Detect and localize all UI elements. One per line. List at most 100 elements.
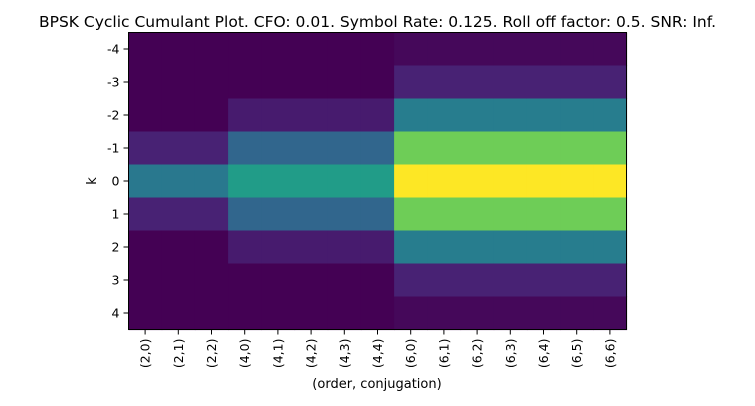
heatmap-cell [194,164,229,199]
heatmap-cell [427,263,462,298]
heatmap-cell [261,65,296,100]
heatmap-cell [161,296,196,331]
x-tick-label: (4,0) [237,339,252,369]
x-tick-label: (6,3) [503,339,518,369]
y-tick-label: -2 [107,108,119,123]
heatmap-cell [560,65,594,100]
heatmap-cell [593,65,628,100]
heatmap-cell [560,131,594,166]
heatmap-cell [593,98,628,133]
heatmap-cell [327,230,362,265]
y-tick-label: -3 [107,75,119,90]
heatmap-cell [493,164,528,199]
heatmap-cell [593,164,628,199]
heatmap-cell [427,164,462,199]
heatmap-cell [593,230,628,265]
x-tick-label: (4,2) [304,339,319,369]
x-axis-label: (order, conjugation) [312,377,441,392]
heatmap-cell [526,164,561,199]
heatmap-cell [194,296,229,331]
heatmap-cell [394,32,428,67]
heatmap-cell [161,32,196,67]
heatmap-cell [194,32,229,67]
heatmap-cell [493,131,528,166]
heatmap-cell [460,131,495,166]
heatmap-cell [327,263,362,298]
heatmap-cell [593,32,628,67]
heatmap-cell [161,65,196,100]
heatmap-cell [327,32,362,67]
heatmap-cell [128,131,163,166]
y-tick-label: 0 [112,174,120,189]
heatmap-cell [394,263,428,298]
x-tick-label: (6,4) [536,339,551,369]
heatmap-cell [394,230,428,265]
heatmap-cell [161,98,196,133]
heatmap-cell [261,98,296,133]
heatmap-cell [427,131,462,166]
heatmap-cell [194,131,229,166]
heatmap-cell [394,296,428,331]
heatmap-cell [327,98,362,133]
heatmap-cell [560,98,594,133]
heatmap-cell [161,131,196,166]
heatmap-cell [261,263,296,298]
heatmap-cell [228,197,262,232]
y-axis: -4 -3 -2 -1 0 1 2 3 4 [107,42,129,321]
heatmap-cell [593,263,628,298]
heatmap-cell [394,98,428,133]
heatmap-cell [327,296,362,331]
heatmap-cell [228,263,262,298]
heatmap-cell [526,230,561,265]
heatmap-cell [360,131,395,166]
heatmap-cell [427,65,462,100]
heatmap-cell [360,296,395,331]
heatmap-cell [294,296,329,331]
x-tick-label: (4,1) [270,339,285,369]
heatmap-cell [360,263,395,298]
heatmap-cell [493,230,528,265]
heatmap-cell [228,32,262,67]
heatmap-cell [360,98,395,133]
heatmap-cell [526,296,561,331]
heatmap-cell [526,65,561,100]
heatmap-cell [526,263,561,298]
heatmap-cell [394,197,428,232]
heatmap-cell [493,263,528,298]
heatmap-cell [128,197,163,232]
y-tick-label: 1 [112,207,120,222]
heatmap-cell [493,32,528,67]
heatmap-cell [128,32,163,67]
heatmap-cell [460,32,495,67]
heatmap-cell [294,263,329,298]
heatmap-cell [560,32,594,67]
heatmap-cell [460,65,495,100]
heatmap-cell [526,197,561,232]
heatmap-cell [560,164,594,199]
y-tick-label: -1 [107,141,119,156]
heatmap-cell [228,131,262,166]
heatmap-cell [194,65,229,100]
heatmap-cell [360,32,395,67]
x-tick-label: (2,1) [171,339,186,369]
heatmap-cell [194,263,229,298]
heatmap-cell [228,230,262,265]
heatmap-cell [261,296,296,331]
heatmap-cell [294,98,329,133]
heatmap-cell [294,197,329,232]
heatmap-cell [228,296,262,331]
heatmap-cell [593,296,628,331]
heatmap-cell [493,65,528,100]
heatmap-cell [460,296,495,331]
heatmap-cell [360,65,395,100]
heatmap-cell [228,65,262,100]
x-tick-label: (6,6) [602,339,617,369]
heatmap-cell [360,164,395,199]
heatmap-cell [394,131,428,166]
heatmap-cell [228,98,262,133]
heatmap-cell [161,263,196,298]
heatmap-cell [593,131,628,166]
heatmap-cell [526,98,561,133]
heatmap-cell [228,164,262,199]
